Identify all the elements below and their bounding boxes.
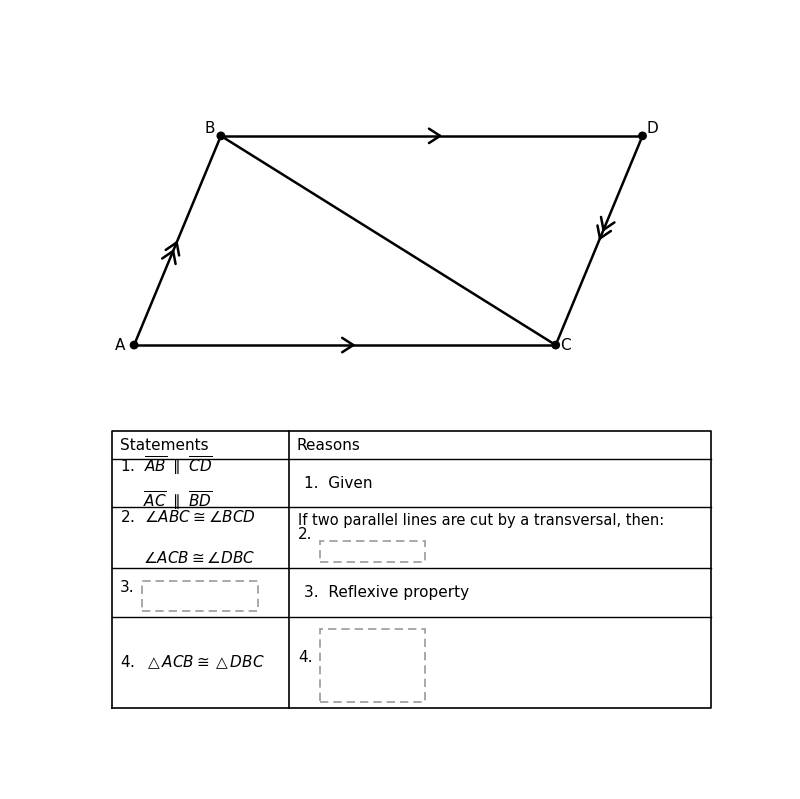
Text: 1.  $\overline{AB}$ $\parallel$ $\overline{CD}$: 1. $\overline{AB}$ $\parallel$ $\overlin…: [120, 455, 213, 477]
Text: 4.: 4.: [298, 650, 313, 665]
Text: If two parallel lines are cut by a transversal, then:: If two parallel lines are cut by a trans…: [298, 513, 665, 528]
Text: B: B: [205, 121, 215, 136]
Text: $\overline{AC}$ $\parallel$ $\overline{BD}$: $\overline{AC}$ $\parallel$ $\overline{B…: [143, 489, 213, 511]
Circle shape: [217, 132, 225, 140]
Text: Statements: Statements: [120, 438, 209, 452]
Text: 1.  Given: 1. Given: [304, 475, 373, 491]
Text: 3.: 3.: [120, 580, 134, 595]
Text: 4.  $\triangle ACB \cong \triangle DBC$: 4. $\triangle ACB \cong \triangle DBC$: [120, 654, 265, 671]
Text: C: C: [560, 337, 571, 352]
Circle shape: [130, 341, 138, 348]
Text: 2.: 2.: [298, 527, 313, 543]
Text: Reasons: Reasons: [296, 438, 360, 452]
Text: $\angle ACB \cong \angle DBC$: $\angle ACB \cong \angle DBC$: [143, 550, 256, 566]
Circle shape: [638, 132, 646, 140]
Text: 3.  Reflexive property: 3. Reflexive property: [304, 585, 470, 600]
Circle shape: [552, 341, 559, 348]
Text: A: A: [115, 337, 126, 352]
Text: 2.  $\angle ABC \cong \angle BCD$: 2. $\angle ABC \cong \angle BCD$: [120, 510, 256, 526]
Text: D: D: [646, 121, 658, 136]
